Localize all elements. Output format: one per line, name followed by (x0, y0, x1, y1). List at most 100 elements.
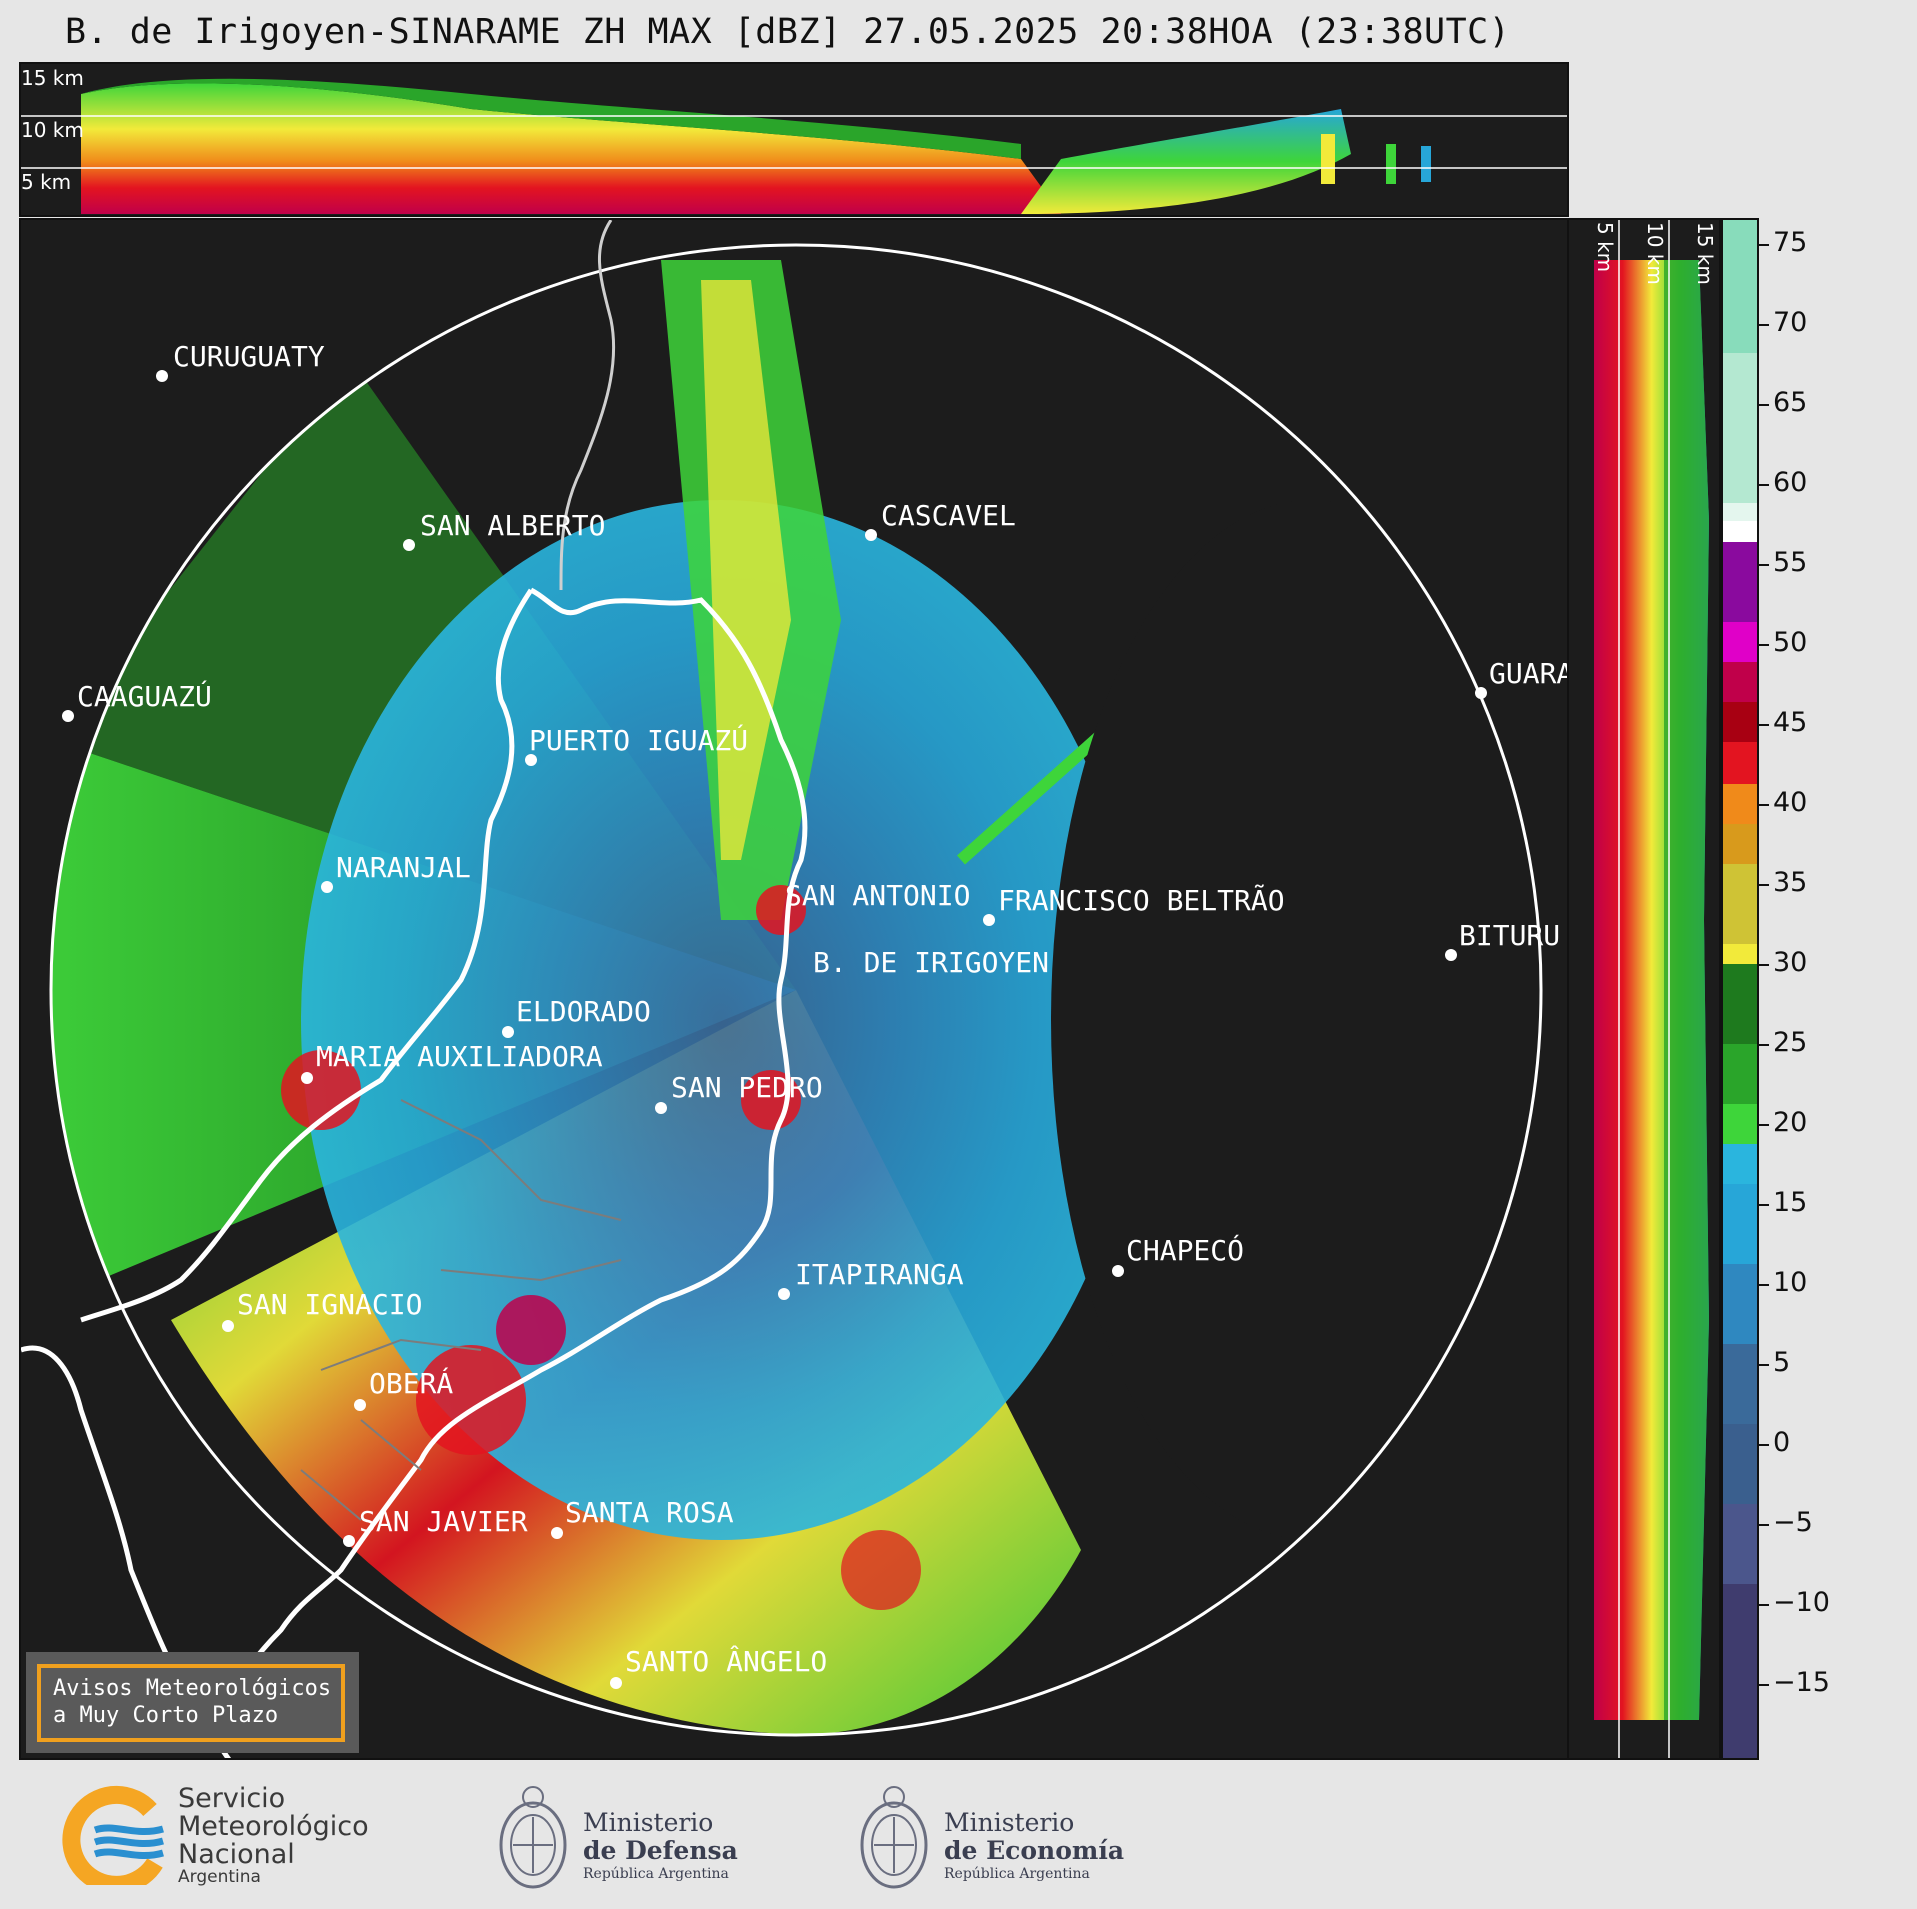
cb-tick-10 (1759, 1284, 1769, 1286)
cb-seg-55 (1723, 622, 1757, 662)
cb-tick-20 (1759, 1124, 1769, 1126)
smn-logo-line3: Nacional (178, 1839, 295, 1870)
top-cross-section-panel: 15 km 10 km 5 km (19, 62, 1569, 217)
cb-seg-15 (1723, 1184, 1757, 1264)
cb-tick-55 (1759, 564, 1769, 566)
cb-tick-60 (1759, 484, 1769, 486)
city-label-obera: OBERÁ (369, 1366, 453, 1400)
cb-seg-m20 (1723, 1584, 1757, 1758)
top-alt-label-10km: 10 km (21, 118, 84, 142)
city-label-san-ignacio: SAN IGNACIO (237, 1288, 422, 1321)
cb-tick-50 (1759, 644, 1769, 646)
economia-logo-line3: República Argentina (944, 1866, 1090, 1882)
city-dot-curuguaty (156, 370, 168, 382)
cb-label-0: 0 (1773, 1427, 1791, 1458)
cb-tick-25 (1759, 1044, 1769, 1046)
city-dot-puerto-iguazu (525, 754, 537, 766)
cb-tick-45 (1759, 724, 1769, 726)
echo-cell-3 (496, 1295, 566, 1365)
cb-label-5: 5 (1773, 1347, 1791, 1378)
city-label-santo-angelo: SANTO ÂNGELO (625, 1644, 827, 1678)
cb-seg-45 (1723, 742, 1757, 784)
cb-label-55: 55 (1773, 547, 1808, 578)
cb-label-65: 65 (1773, 387, 1808, 418)
city-dot-itapiranga (778, 1288, 790, 1300)
cb-seg-m10 (1723, 1504, 1757, 1584)
city-label-francisco-beltrao: FRANCISCO BELTRÃO (998, 884, 1285, 917)
cb-seg-60 (1723, 521, 1757, 542)
cb-label-30: 30 (1773, 947, 1808, 978)
right-alt-label-10km: 10 km (1643, 222, 1667, 285)
defensa-logo-line3: República Argentina (583, 1866, 729, 1882)
economia-logo-line1: Ministerio (944, 1808, 1075, 1837)
city-dot-guara (1475, 687, 1487, 699)
provincial-lines (300, 1099, 622, 1521)
cb-seg-48 (1723, 702, 1757, 742)
cb-seg-18 (1723, 1144, 1757, 1184)
cb-tick-70 (1759, 324, 1769, 326)
cb-label-60: 60 (1773, 467, 1808, 498)
cb-seg-0 (1723, 1344, 1757, 1424)
radar-echoes (51, 260, 1541, 1735)
cb-seg-35 (1723, 864, 1757, 944)
echo-north-band-core (701, 280, 791, 860)
city-dot-san-alberto (403, 539, 415, 551)
cb-tick-0 (1759, 1444, 1769, 1446)
top-echo-cell-east3 (1421, 146, 1431, 182)
cb-seg-31 (1723, 944, 1757, 964)
smn-logo-icon (62, 1785, 164, 1885)
cb-seg-30 (1723, 964, 1757, 1044)
avisos-badge-line1: Avisos Meteorológicos (53, 1676, 332, 1701)
cb-tick-65 (1759, 404, 1769, 406)
colorbar (1721, 218, 1759, 1760)
cb-seg-75 (1723, 220, 1757, 353)
city-label-itapiranga: ITAPIRANGA (795, 1258, 964, 1291)
cb-label-40: 40 (1773, 787, 1808, 818)
city-dot-san-pedro (655, 1102, 667, 1114)
cb-label-70: 70 (1773, 307, 1808, 338)
right-cross-section-panel: 5 km 10 km 15 km (1569, 218, 1721, 1760)
right-echo-column-upper (1664, 260, 1709, 1720)
defensa-logo-line1: Ministerio (583, 1808, 714, 1837)
city-label-san-pedro: SAN PEDRO (671, 1071, 823, 1104)
city-dot-francisco-beltrao (983, 914, 995, 926)
cb-tick-75 (1759, 244, 1769, 246)
city-dot-naranjal (321, 881, 333, 893)
radar-map-panel: CURUGUATY SAN ALBERTO CASCAVEL CAAGUAZÚ … (19, 218, 1569, 1760)
cb-label-75: 75 (1773, 227, 1808, 258)
cb-label-10: 10 (1773, 1267, 1808, 1298)
cb-tick-5 (1759, 1364, 1769, 1366)
city-label-santa-rosa: SANTA ROSA (565, 1496, 734, 1529)
city-dot-santo-angelo (610, 1677, 622, 1689)
smn-logo-line2: Meteorológico (178, 1811, 369, 1842)
right-cross-section-svg (1594, 220, 1709, 1758)
echo-cell-2 (416, 1345, 526, 1455)
smn-logo-line4: Argentina (178, 1867, 261, 1887)
city-label-maria-auxiliadora: MARIA AUXILIADORA (316, 1040, 603, 1073)
city-label-guara: GUARA (1489, 657, 1569, 690)
echo-cell-6 (841, 1530, 921, 1610)
city-dot-san-ignacio (222, 1320, 234, 1332)
border-paraguay-brazil (559, 220, 616, 591)
city-label-caaguazu: CAAGUAZÚ (77, 679, 212, 713)
city-label-b-de-irigoyen: B. DE IRIGOYEN (813, 946, 1049, 979)
city-label-cascavel: CASCAVEL (881, 499, 1016, 532)
city-dot-caaguazu (62, 710, 74, 722)
cb-label-m5: −5 (1773, 1507, 1813, 1538)
city-label-bituru: BITURU (1459, 919, 1560, 952)
cb-label-20: 20 (1773, 1107, 1808, 1138)
radar-map-svg: CURUGUATY SAN ALBERTO CASCAVEL CAAGUAZÚ … (21, 220, 1569, 1758)
city-dot-bituru (1445, 949, 1457, 961)
defensa-seal-icon (499, 1786, 567, 1889)
cb-seg-10 (1723, 1264, 1757, 1344)
cb-tick-m10 (1759, 1604, 1769, 1606)
cb-seg-20 (1723, 1104, 1757, 1144)
right-alt-label-15km: 15 km (1693, 222, 1717, 285)
cb-label-35: 35 (1773, 867, 1808, 898)
cb-seg-m5 (1723, 1424, 1757, 1504)
city-label-puerto-iguazu: PUERTO IGUAZÚ (529, 723, 748, 757)
city-dot-eldorado (502, 1026, 514, 1038)
cb-seg-65 (1723, 353, 1757, 503)
top-echo-band-east (1021, 109, 1351, 214)
avisos-badge[interactable]: Avisos Meteorológicos a Muy Corto Plazo (26, 1652, 359, 1753)
